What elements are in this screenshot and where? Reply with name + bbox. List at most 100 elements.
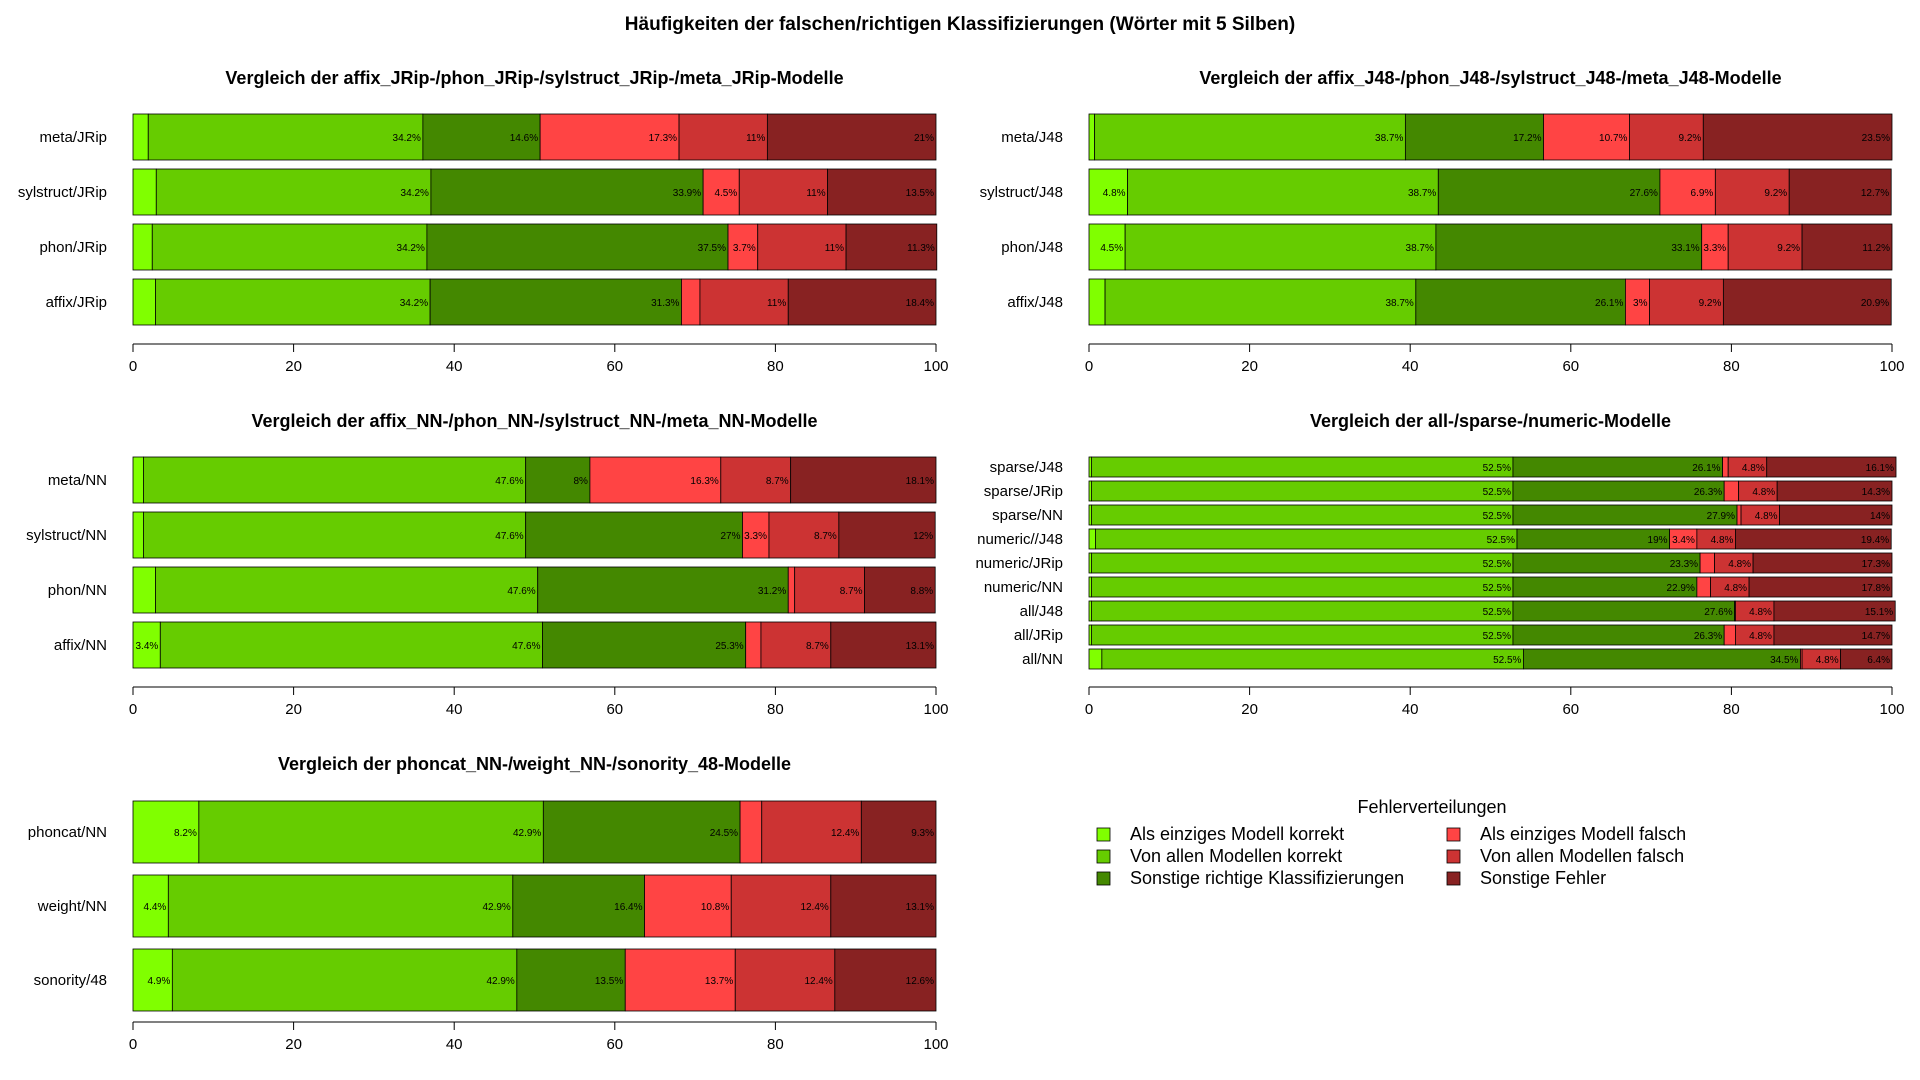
data-label: 9.3% [911,828,934,839]
bar-segment [1435,223,1703,271]
category-label: all/JRip [1014,627,1063,644]
bar-segment [429,278,682,326]
bar-row: meta/J48 38.7% 17.2% 10.7% 9.2% 23.5% [1001,113,1893,161]
bar-segment [864,566,936,614]
bar-segment [426,223,729,271]
bar-segment [1723,480,1740,502]
data-label: 34.2% [393,133,421,144]
data-label: 8% [573,476,588,487]
data-label: 52.5% [1483,607,1511,618]
bar-segment [1512,480,1725,502]
data-label: 9.2% [1764,188,1787,199]
legend-item: Von allen Modellen korrekt [1096,846,1342,866]
data-label: 10.7% [1599,133,1627,144]
bar-segment [830,874,937,938]
x-tick-label: 100 [923,358,948,375]
bar-segment [1091,624,1514,646]
bar-segment [699,278,789,326]
bar-row: weight/NN 4.4% 42.9% 16.4% 10.8% 12.4% 13.1% [37,874,937,938]
data-label: 26.3% [1694,487,1722,498]
x-axis: 0 20 40 60 80 100 [129,1021,949,1053]
bar-segment [143,456,527,504]
bar-segment [1088,648,1103,670]
bar-segment [1104,278,1417,326]
bar-segment [678,113,768,161]
data-label: 19% [1648,535,1668,546]
bar-segment [727,223,759,271]
bar-segment [132,948,173,1012]
bar-segment [1625,278,1650,326]
x-tick-label: 0 [1085,358,1093,375]
x-tick-label: 80 [767,358,784,375]
data-label: 27.6% [1704,607,1732,618]
bar-segment [1415,278,1626,326]
data-label: 26.3% [1694,631,1722,642]
category-label: sonority/48 [34,972,107,989]
bar-segment [827,168,937,216]
x-tick-label: 20 [285,701,302,718]
category-label: sparse/J48 [990,459,1063,476]
bar-segment [1748,576,1893,598]
data-label: 3.7% [733,243,756,254]
bar-segment [1702,113,1893,161]
data-label: 6.9% [1691,188,1714,199]
data-label: 12.4% [804,976,832,987]
bar-segment [537,566,789,614]
x-axis: 0 20 40 60 80 100 [129,686,949,718]
data-label: 4.8% [1724,583,1747,594]
data-label: 4.8% [1103,188,1126,199]
data-label: 9.2% [1777,243,1800,254]
data-label: 9.2% [1699,298,1722,309]
bar-segment [1659,168,1716,216]
legend-label: Sonstige richtige Klassifizierungen [1130,868,1404,888]
category-label: phon/NN [48,582,107,599]
data-label: 27.9% [1707,511,1735,522]
data-label: 22.9% [1667,583,1695,594]
legend-item: Als einziges Modell falsch [1446,824,1686,844]
x-tick-label: 0 [1085,701,1093,718]
bar-segment [1091,504,1514,526]
x-tick-label: 20 [1241,358,1258,375]
bar-row: phon/JRip 34.2% 37.5% 3.7% 11% 11.3% [39,223,938,271]
category-label: sylstruct/JRip [18,184,107,201]
bar-segment [167,874,514,938]
bar-segment [132,456,144,504]
legend-label: Von allen Modellen falsch [1480,846,1684,866]
data-label: 52.5% [1483,487,1511,498]
data-label: 38.7% [1375,133,1403,144]
bar-segment [1512,504,1738,526]
bar-segment [1091,576,1514,598]
data-label: 4.8% [1711,535,1734,546]
bar-segment [1779,504,1893,526]
legend-swatch [1446,871,1461,886]
data-label: 14.7% [1862,631,1890,642]
bar-segment [132,874,169,938]
bar-segment [1776,480,1893,502]
data-label: 4.8% [1749,631,1772,642]
category-label: affix/J48 [1007,294,1063,311]
legend-swatch [1446,827,1461,842]
bar-segment [1512,624,1725,646]
data-label: 15.1% [1865,607,1893,618]
x-tick-label: 80 [767,701,784,718]
bar-segment [1699,552,1715,574]
bar-segment [525,511,743,559]
bar-segment [1094,113,1406,161]
bar-segment [790,456,937,504]
data-label: 11.2% [1862,243,1890,254]
category-label: meta/JRip [39,129,107,146]
bar-segment [1649,278,1724,326]
bar-segment [738,168,828,216]
data-label: 26.1% [1692,463,1720,474]
x-tick-label: 100 [1879,701,1904,718]
panel-title: Vergleich der affix_J48-/phon_J48-/sylst… [1199,68,1781,88]
bar-segment [739,800,763,864]
data-label: 23.3% [1670,559,1698,570]
bar-segment [1512,600,1736,622]
category-label: sylstruct/NN [26,527,107,544]
bar-segment [761,800,862,864]
category-label: all/NN [1022,651,1063,668]
x-tick-label: 100 [1879,358,1904,375]
data-label: 52.5% [1483,559,1511,570]
data-label: 20.9% [1861,298,1889,309]
